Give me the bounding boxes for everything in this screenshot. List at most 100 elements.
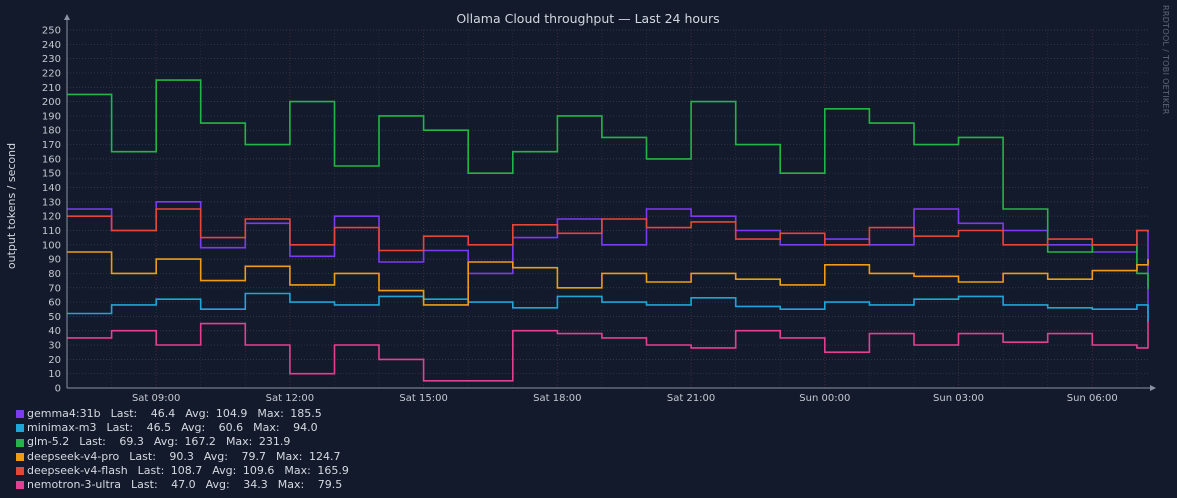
x-tick-label: Sat 21:00 [667,393,715,404]
legend-last-label: Last: [106,421,134,435]
y-tick-label: 100 [42,240,61,251]
legend-series-name: deepseek-v4-pro [27,449,120,463]
legend-last-value: 47.0 [171,478,196,492]
legend-avg-value: 79.7 [241,449,267,463]
series-line-2 [67,79,1149,290]
y-axis-arrow-icon [64,14,70,20]
legend-swatch [16,481,24,490]
series-line-5 [67,320,1149,382]
legend-avg-value: 34.3 [243,478,268,492]
y-tick-label: 130 [42,197,61,208]
legend-max-value: 185.5 [290,407,322,420]
legend-item: nemotron-3-ultra Last: 47.0 Avg: 34.3 Max: 79.… [16,478,349,492]
rrdtool-watermark: RRDTOOL / TOBI OETIKER [1161,5,1170,115]
y-tick-label: 60 [48,298,61,309]
y-tick-label: 190 [42,111,61,122]
y-tick-label: 110 [42,226,61,237]
legend-item: gemma4:31b Last: 46.4 Avg: 104.9 Max: 185.5 [16,407,349,421]
legend-swatch [16,410,24,419]
throughput-chart: Ollama Cloud throughput — Last 24 hours … [5,5,1170,404]
x-tick-label: Sun 06:00 [1067,393,1118,404]
legend-max-value: 165.9 [317,463,349,477]
y-tick-label: 180 [42,126,61,137]
legend-avg-label: Avg: [203,449,228,463]
legend-max-label: Max: [277,478,305,492]
legend-avg-value: 109.6 [242,463,275,477]
legend-max-value: 79.5 [317,478,343,492]
legend-item: deepseek-v4-flash Last: 108.7 Avg: 109.6 Max:… [16,464,349,478]
legend-swatch [16,452,24,461]
x-tick-label: Sat 18:00 [533,393,581,404]
legend-avg-value: 104.9 [215,407,248,420]
legend: gemma4:31b Last: 46.4 Avg: 104.9 Max: 185.5 min… [16,407,349,492]
legend-avg-label: Avg: [205,478,230,492]
legend-avg-value: 60.6 [218,421,244,435]
legend-last-label: Last: [131,478,158,492]
x-axis-arrow-icon [1150,385,1156,391]
legend-max-label: Max: [276,449,303,463]
legend-item: glm-5.2 Last: 69.3 Avg: 167.2 Max: 231.9 [16,435,349,449]
legend-max-label: Max: [257,407,284,420]
y-tick-label: 70 [48,283,61,294]
y-tick-label: 170 [42,140,61,151]
x-tick-label: Sat 15:00 [399,393,447,404]
legend-swatch [16,466,24,475]
series-line-4 [67,208,1149,252]
x-tick-label: Sun 00:00 [799,393,850,404]
y-tick-label: 250 [42,26,61,37]
legend-avg-value: 167.2 [184,435,216,449]
axes: 0 10 20 30 40 50 60 70 80 90 100 110 120 130 140 150 160… [42,14,1156,404]
legend-last-value: 46.4 [150,407,176,420]
legend-max-label: Max: [225,435,253,449]
legend-series-name: gemma4:31b [27,407,101,420]
y-tick-label: 200 [42,97,61,108]
y-tick-label: 160 [42,154,61,165]
y-tick-label: 20 [48,355,61,366]
x-tick-label: Sat 09:00 [132,393,180,404]
legend-swatch [16,424,24,433]
series-lines [67,79,1149,382]
legend-last-label: Last: [129,449,156,463]
legend-max-value: 94.0 [293,421,318,435]
legend-avg-label: Avg: [153,435,178,449]
y-tick-label: 220 [42,68,61,79]
series-line-1 [67,292,1149,323]
legend-series-name: glm-5.2 [27,435,70,449]
legend-item: minimax-m3 Last: 46.5 Avg: 60.6 Max: 94.0 [16,421,349,435]
y-tick-label: 0 [55,384,61,395]
legend-max-value: 124.7 [308,449,341,463]
y-tick-label: 40 [48,326,61,337]
y-tick-label: 150 [42,169,61,180]
legend-avg-label: Avg: [181,421,206,435]
legend-last-label: Last: [110,407,138,420]
legend-max-label: Max: [253,421,280,435]
series-line-0 [67,201,1149,323]
series-line-3 [67,251,1149,306]
legend-avg-label: Avg: [212,463,237,477]
legend-last-value: 90.3 [169,449,194,463]
y-tick-label: 90 [48,255,61,266]
legend-max-label: Max: [284,463,311,477]
y-tick-label: 210 [42,83,61,94]
y-axis-label: output tokens / second [5,143,18,269]
legend-last-value: 46.5 [146,421,172,435]
legend-series-name: minimax-m3 [27,421,97,435]
y-tick-label: 140 [42,183,61,194]
y-tick-label: 240 [42,40,61,51]
legend-avg-label: Avg: [185,407,210,420]
legend-last-label: Last: [79,435,106,449]
y-tick-label: 50 [48,312,61,323]
x-tick-label: Sat 12:00 [266,393,314,404]
legend-series-name: nemotron-3-ultra [27,478,122,492]
x-tick-label: Sun 03:00 [933,393,984,404]
legend-series-name: deepseek-v4-flash [27,463,128,477]
chart-title: Ollama Cloud throughput — Last 24 hours [456,11,719,26]
y-tick-label: 230 [42,54,61,65]
legend-max-value: 231.9 [258,435,291,449]
legend-last-value: 108.7 [170,463,203,477]
legend-swatch [16,438,24,447]
y-tick-label: 80 [48,269,61,280]
legend-item: deepseek-v4-pro Last: 90.3 Avg: 79.7 Max: 124.… [16,450,349,464]
y-tick-label: 10 [48,369,61,380]
y-tick-label: 30 [48,341,61,352]
